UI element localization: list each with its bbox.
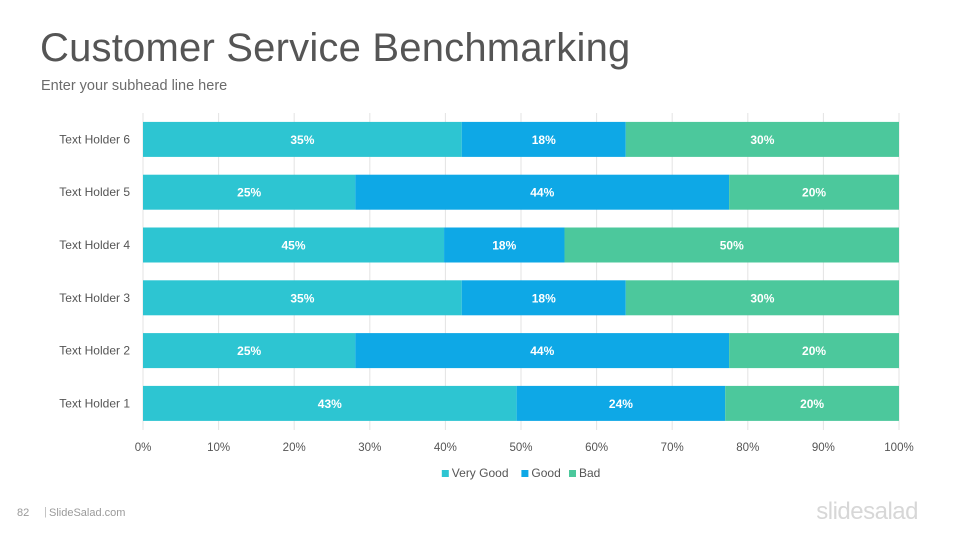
category-label: Text Holder 2	[59, 344, 130, 358]
footer-site-name: SlideSalad.com	[49, 507, 126, 519]
bar-segment	[516, 385, 726, 421]
chart-x-axis: 0% 10% 20% 30% 40% 50% 60% 70% 80% 90% 100%	[135, 442, 914, 454]
legend-swatch	[441, 470, 449, 477]
x-tick-label: 50%	[509, 442, 532, 454]
bar-segment	[564, 227, 899, 263]
legend-label: Good	[531, 466, 560, 480]
bar-data-label: 44%	[530, 186, 554, 200]
bar-segment	[729, 174, 899, 210]
bar-segment	[625, 280, 899, 316]
bar-data-label: 25%	[237, 344, 261, 358]
footer-separator: |	[44, 506, 47, 518]
bar-data-label: 50%	[720, 239, 744, 253]
x-tick-label: 70%	[661, 442, 684, 454]
legend-label: Bad	[579, 466, 600, 480]
page-subtitle: Enter your subhead line here	[41, 78, 228, 94]
x-tick-label: 10%	[207, 442, 230, 454]
x-tick-label: 100%	[884, 442, 913, 454]
bar-data-label: 20%	[800, 397, 824, 411]
legend-swatch	[521, 470, 529, 477]
bar-segment	[725, 385, 899, 421]
bar-segment	[143, 280, 462, 316]
bar-segment	[143, 227, 445, 263]
legend-label: Very Good	[452, 466, 509, 480]
x-tick-label: 90%	[812, 442, 835, 454]
bar-segment	[355, 174, 730, 210]
bar-segment	[143, 174, 356, 210]
x-tick-label: 20%	[283, 442, 306, 454]
category-label: Text Holder 1	[59, 396, 130, 410]
bar-data-label: 18%	[532, 291, 556, 305]
x-tick-label: 30%	[358, 442, 381, 454]
bar-segment	[625, 121, 899, 157]
x-tick-label: 60%	[585, 442, 608, 454]
bar-segment	[143, 121, 462, 157]
bar-segment	[355, 333, 730, 369]
bar-data-label: 20%	[802, 344, 826, 358]
chart-bars: 35% 18% 30% 25% 44% 20% 45% 18% 50% 35% 18% 30% 25% 4…	[143, 121, 899, 421]
bar-data-label: 30%	[750, 291, 774, 305]
slidesalad-logo: slidesalad	[816, 498, 918, 525]
category-label: Text Holder 5	[59, 185, 130, 199]
chart-category-labels: Text Holder 6 Text Holder 5 Text Holder 4 T…	[59, 132, 130, 410]
x-tick-label: 0%	[135, 442, 152, 454]
bar-data-label: 43%	[318, 397, 342, 411]
bar-data-label: 44%	[530, 344, 554, 358]
category-label: Text Holder 4	[59, 238, 130, 252]
bar-segment	[143, 385, 517, 421]
bar-data-label: 35%	[290, 133, 314, 147]
legend-swatch	[569, 470, 576, 477]
bar-segment	[461, 121, 626, 157]
bar-data-label: 25%	[237, 186, 261, 200]
bar-segment	[143, 333, 356, 369]
x-tick-label: 80%	[736, 442, 759, 454]
category-label: Text Holder 6	[59, 132, 130, 146]
category-label: Text Holder 3	[59, 291, 130, 305]
bar-data-label: 45%	[282, 239, 306, 253]
page-title: Customer Service Benchmarking	[40, 26, 631, 70]
page-number: 82	[17, 507, 30, 519]
bar-segment	[444, 227, 565, 263]
bar-data-label: 18%	[532, 133, 556, 147]
bar-segment	[461, 280, 626, 316]
bar-data-label: 20%	[802, 186, 826, 200]
bar-data-label: 24%	[609, 397, 633, 411]
bar-data-label: 35%	[290, 291, 314, 305]
bar-segment	[729, 333, 899, 369]
stacked-bar-chart: 35% 18% 30% 25% 44% 20% 45% 18% 50% 35% 18% 30% 25% 4…	[59, 113, 914, 480]
x-tick-label: 40%	[434, 442, 457, 454]
bar-data-label: 18%	[492, 239, 516, 253]
chart-legend: Very Good Good Bad	[441, 466, 600, 480]
chart-gridlines	[142, 113, 900, 430]
bar-data-label: 30%	[750, 133, 774, 147]
